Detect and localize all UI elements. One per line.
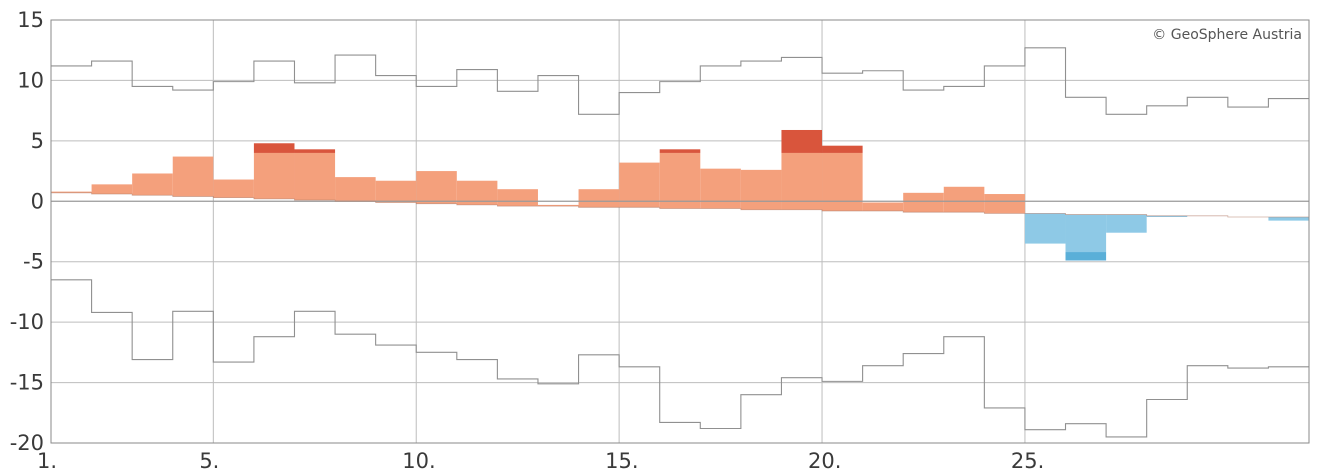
anomaly-bar-positive — [253, 152, 295, 199]
series-line-normal — [51, 192, 1309, 218]
anomaly-bar-positive-excess — [822, 145, 863, 153]
anomaly-bar-positive — [984, 194, 1025, 214]
anomaly-bar-negative-excess — [1065, 252, 1107, 261]
anomaly-bar-positive-excess — [659, 149, 701, 153]
anomaly-bar-positive — [740, 169, 782, 210]
anomaly-bar-positive — [903, 192, 944, 213]
x-tick-label: 20. — [808, 449, 841, 471]
anomaly-bar-positive — [781, 152, 823, 210]
anomaly-bar-negative — [1146, 215, 1188, 217]
x-tick-label: 1. — [37, 449, 57, 471]
anomaly-bar-positive — [132, 173, 173, 196]
y-tick-label: -5 — [23, 250, 44, 274]
anomaly-bar-positive — [91, 184, 133, 195]
series-line-min — [51, 279, 1309, 438]
y-tick-label: -15 — [10, 371, 44, 395]
x-tick-label: 5. — [199, 449, 219, 471]
x-tick-label: 10. — [402, 449, 435, 471]
anomaly-bar-positive — [213, 179, 254, 198]
axes: 15 10 5 0 -5 -10 -15 -201. 5. 10. 15. 20. 25. — [10, 8, 1310, 471]
anomaly-bar-positive — [537, 204, 579, 207]
anomaly-bars — [51, 129, 1309, 261]
anomaly-bar-positive — [943, 186, 985, 213]
anomaly-bar-positive — [416, 171, 457, 204]
y-tick-label: -20 — [10, 431, 44, 455]
anomaly-bar-positive-excess — [781, 129, 823, 153]
x-tick-label: 15. — [605, 449, 638, 471]
anomaly-bar-positive — [294, 152, 336, 201]
y-tick-label: 5 — [31, 129, 44, 153]
extreme-lines — [51, 47, 1309, 438]
anomaly-bar-positive — [497, 189, 538, 207]
anomaly-bar-positive — [822, 152, 863, 211]
y-tick-label: 0 — [31, 189, 44, 213]
anomaly-bar-positive — [619, 162, 660, 208]
anomaly-bar-negative — [1024, 213, 1066, 244]
y-tick-label: 10 — [17, 68, 44, 92]
anomaly-bar-positive — [578, 189, 620, 208]
y-tick-label: -10 — [10, 310, 44, 334]
anomaly-bar-positive — [375, 180, 417, 203]
anomaly-bar-positive — [335, 177, 376, 202]
anomaly-bar-positive — [51, 191, 92, 193]
anomaly-bar-negative — [1106, 214, 1147, 233]
x-tick-label: 25. — [1011, 449, 1044, 471]
anomaly-bar-positive — [172, 156, 214, 197]
anomaly-bar-positive — [700, 168, 741, 209]
series-line-max — [51, 47, 1309, 115]
anomaly-bar-negative — [1268, 216, 1309, 221]
anomaly-bar-positive — [659, 152, 701, 209]
anomaly-bar-positive-excess — [294, 149, 336, 153]
anomaly-bar-positive — [862, 202, 904, 211]
plot-frame — [50, 19, 1310, 444]
y-tick-label: 15 — [17, 8, 44, 32]
credit-label: © GeoSphere Austria — [1152, 27, 1302, 43]
anomaly-bar-positive-excess — [253, 143, 295, 153]
anomaly-bar-negative — [1065, 214, 1107, 253]
